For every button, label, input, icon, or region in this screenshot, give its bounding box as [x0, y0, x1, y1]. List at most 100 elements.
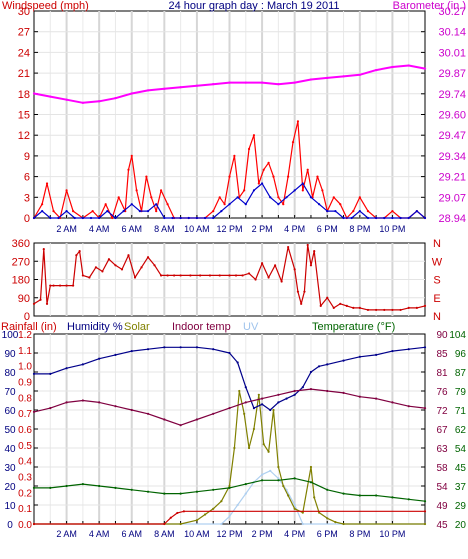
right-tick-label: 30.01	[438, 47, 466, 59]
wind-direction-point	[423, 304, 427, 307]
outdoor-temp-point	[358, 494, 361, 497]
humidity-point	[309, 370, 313, 374]
x-tick-label: 10 AM	[184, 529, 210, 539]
wind-speed-point	[244, 203, 247, 206]
indoor-temp-point	[309, 388, 313, 391]
humidity-tick-label: 50	[4, 425, 16, 436]
wind-direction-point	[383, 308, 386, 312]
barometer-point	[49, 95, 52, 98]
rain-axis-label: Rainfall (in)	[1, 321, 57, 333]
rain-tick-label: 0.2	[18, 488, 32, 499]
solar-tick-label: 67	[436, 425, 448, 436]
indoor-temp-point	[49, 407, 52, 410]
solar-point	[313, 496, 316, 499]
wind-speed-point	[277, 203, 280, 206]
compass-tick-label: N	[433, 238, 441, 250]
solar-point	[233, 446, 236, 450]
wind-gust-point	[366, 210, 370, 213]
wind-direction-point	[159, 274, 163, 277]
solar-line	[34, 390, 425, 525]
humidity-point	[32, 372, 36, 375]
right-tick-label: 29.47	[438, 130, 466, 142]
wind-direction-point	[306, 243, 309, 247]
outdoor-temp-point	[260, 479, 264, 482]
wind-direction-point	[319, 304, 322, 307]
right-tick-label: 30.27	[438, 6, 466, 18]
outdoor-temp-point	[293, 477, 296, 480]
wind-gust-point	[41, 203, 44, 206]
left-tick-label: 6	[24, 172, 30, 184]
wind-speed-point	[114, 216, 117, 220]
solar-point	[262, 443, 265, 446]
humidity-tick-label: 60	[4, 406, 16, 417]
barometer-point	[358, 73, 361, 76]
indoor-temp-point	[65, 401, 68, 404]
wind-speed-point	[318, 203, 321, 206]
humidity-point	[81, 363, 84, 366]
wind-direction-point	[293, 268, 296, 271]
outdoor-temp-point	[212, 488, 215, 491]
left-tick-label: 27	[18, 27, 30, 39]
humidity-tick-label: 100	[2, 330, 19, 341]
indoor-temp-point	[179, 424, 182, 427]
humidity-point	[423, 346, 427, 349]
right-tick-label: 29.07	[438, 192, 466, 204]
humidity-axis-label: Humidity %	[67, 321, 123, 333]
wind-speed-point	[358, 210, 361, 213]
wind-gust-point	[243, 189, 246, 192]
solar-tick-label: 76	[436, 387, 448, 398]
solar-point	[423, 522, 427, 526]
wind-direction-point	[72, 284, 75, 287]
temperature-axis-label: Temperature (°F)	[312, 321, 395, 333]
indoor-temp-point	[375, 397, 378, 400]
uv-point	[260, 473, 264, 476]
rainfall-point	[163, 522, 166, 526]
wind-speed-point	[383, 216, 386, 220]
wind-gust-point	[339, 203, 342, 206]
barometer-point	[98, 100, 101, 103]
wind-speed-point	[138, 210, 141, 213]
wind-speed-point	[252, 189, 256, 192]
compass-tick-label: W	[432, 256, 443, 268]
barometer-point	[423, 67, 427, 70]
outdoor-temp-point	[146, 490, 150, 493]
humidity-point	[252, 407, 256, 410]
wind-direction-point	[58, 284, 62, 287]
wind-gust-point	[166, 203, 169, 206]
solar-tick-label: 58	[436, 463, 448, 474]
wind-gust-point	[352, 210, 355, 213]
wind-gust-point	[358, 196, 361, 199]
wind-speed-point	[146, 210, 150, 213]
left-tick-label: 21	[18, 68, 30, 80]
wind-direction-point	[309, 264, 313, 267]
wind-gust-point	[145, 175, 148, 178]
solar-tick-label: 49	[436, 501, 448, 512]
wind-gust-point	[247, 147, 251, 151]
solar-point	[212, 507, 215, 510]
wind-direction-point	[339, 302, 342, 305]
wind-gust-point	[287, 175, 290, 178]
wind-gust-point	[135, 189, 138, 192]
x-tick-label: 12 PM	[216, 224, 242, 234]
wind-speed-point	[423, 216, 427, 220]
right-tick-label: 29.74	[438, 89, 466, 101]
rain-tick-label: 0.3	[18, 473, 32, 484]
solar-point	[252, 427, 256, 431]
wind-gust-point	[127, 168, 130, 171]
left-tick-label: 0	[24, 213, 30, 225]
x-tick-label: 10 AM	[184, 224, 210, 234]
temperature-tick-label: 20	[455, 520, 467, 531]
wind-gust-point	[45, 182, 49, 185]
humidity-tick-label: 10	[4, 501, 16, 512]
solar-tick-label: 81	[436, 368, 448, 379]
wind-speed-point	[334, 210, 337, 213]
barometer-point	[130, 92, 133, 95]
wind-speed-point	[122, 210, 125, 213]
wind-direction-point	[114, 264, 117, 267]
wind-direction-point	[274, 264, 277, 267]
wind-gust-point	[159, 189, 163, 192]
solar-tick-label: 45	[436, 520, 448, 531]
temperature-tick-label: 29	[455, 501, 467, 512]
left-tick-label: 30	[18, 6, 30, 18]
